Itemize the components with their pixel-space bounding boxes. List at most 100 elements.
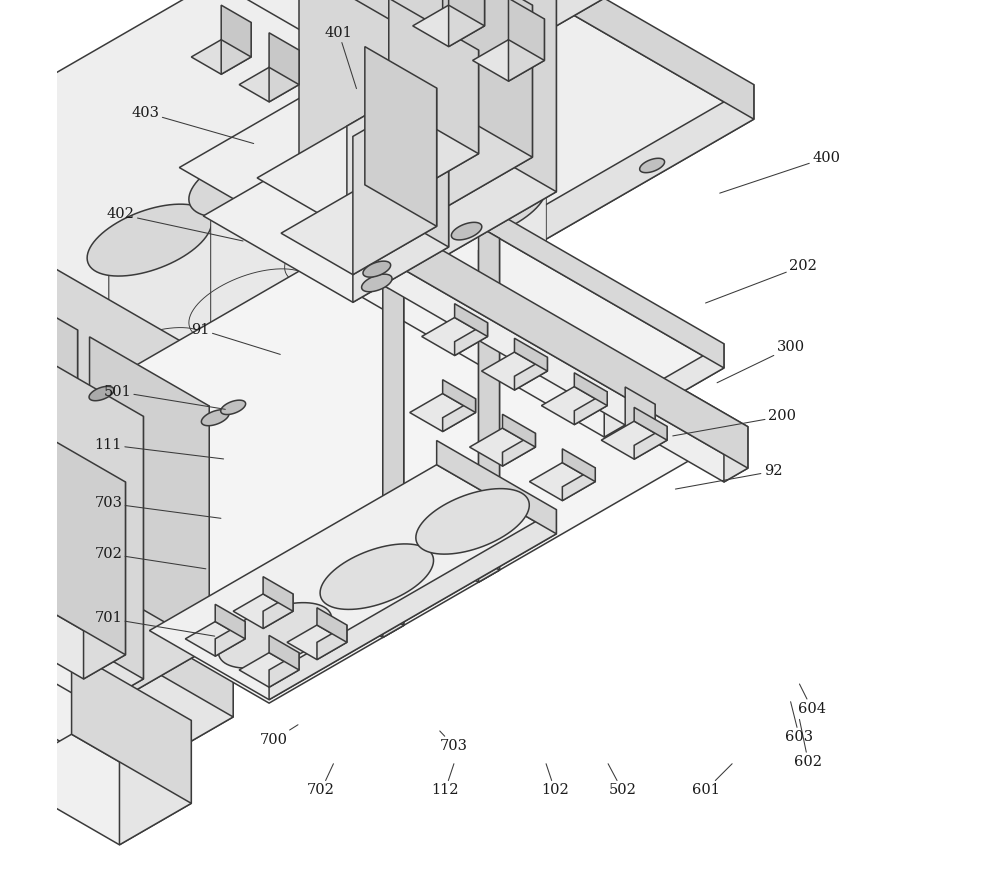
Polygon shape [449,0,485,47]
Polygon shape [365,0,754,120]
Polygon shape [365,260,748,482]
Polygon shape [281,185,437,275]
Polygon shape [640,159,665,173]
Polygon shape [6,579,209,696]
Polygon shape [502,433,535,466]
Polygon shape [410,393,476,431]
Text: 200: 200 [673,409,796,436]
Polygon shape [479,238,500,582]
Polygon shape [191,40,251,74]
Polygon shape [437,440,556,533]
Polygon shape [0,47,18,144]
Polygon shape [387,165,426,187]
Polygon shape [514,357,547,390]
Polygon shape [263,594,293,628]
Text: 602: 602 [794,719,822,769]
Polygon shape [502,415,535,447]
Polygon shape [0,33,18,144]
Polygon shape [89,386,114,400]
Polygon shape [422,494,547,566]
Polygon shape [389,5,532,240]
Polygon shape [215,622,245,657]
Polygon shape [508,0,544,60]
Polygon shape [458,558,500,582]
Polygon shape [473,40,544,82]
Polygon shape [189,470,313,542]
Polygon shape [305,191,724,433]
Polygon shape [514,338,547,371]
Polygon shape [562,449,595,482]
Polygon shape [125,406,209,696]
Polygon shape [109,217,212,601]
Polygon shape [601,421,667,459]
Text: 401: 401 [325,26,356,89]
Polygon shape [285,90,409,162]
Polygon shape [508,19,544,82]
Polygon shape [0,361,6,586]
Polygon shape [0,413,6,610]
Polygon shape [389,0,479,154]
Polygon shape [72,651,191,804]
Polygon shape [233,594,293,628]
Polygon shape [0,562,233,779]
Polygon shape [445,183,547,566]
Polygon shape [425,171,724,368]
Polygon shape [0,603,125,679]
Polygon shape [87,204,212,276]
Polygon shape [239,67,299,102]
Polygon shape [84,482,125,679]
Polygon shape [604,344,724,437]
Polygon shape [201,409,229,425]
Polygon shape [287,625,347,659]
Polygon shape [349,237,451,622]
Polygon shape [320,544,434,610]
Polygon shape [353,88,437,275]
Polygon shape [239,653,299,688]
Polygon shape [347,50,479,229]
Text: 703: 703 [440,731,468,753]
Polygon shape [125,371,233,779]
Polygon shape [443,399,476,431]
Polygon shape [269,509,556,700]
Polygon shape [347,0,556,191]
Polygon shape [416,489,529,554]
Polygon shape [425,0,634,102]
Polygon shape [269,50,299,102]
Polygon shape [185,85,754,447]
Text: 700: 700 [260,725,298,747]
Polygon shape [451,222,482,240]
Polygon shape [0,509,78,620]
Text: 604: 604 [798,684,826,716]
Text: 402: 402 [107,207,243,241]
Polygon shape [449,0,485,26]
Polygon shape [422,169,547,242]
Polygon shape [0,268,78,571]
Polygon shape [562,468,595,501]
Polygon shape [634,404,655,458]
Text: 501: 501 [103,385,225,409]
Polygon shape [317,625,347,659]
Polygon shape [422,317,488,355]
Polygon shape [269,635,299,670]
Polygon shape [285,415,409,486]
Polygon shape [529,462,595,501]
Text: 703: 703 [94,496,221,518]
Polygon shape [0,330,78,620]
Text: 702: 702 [94,547,206,569]
Polygon shape [327,225,451,297]
Polygon shape [96,416,143,707]
Polygon shape [269,653,299,688]
Polygon shape [0,734,191,845]
Polygon shape [383,282,404,626]
Polygon shape [634,408,667,440]
Text: 603: 603 [785,702,814,744]
Polygon shape [299,0,449,247]
Text: 102: 102 [541,764,569,797]
Polygon shape [90,337,209,648]
Polygon shape [389,220,748,468]
Polygon shape [317,608,347,642]
Polygon shape [353,53,449,302]
Polygon shape [0,216,233,717]
Polygon shape [365,47,437,226]
Polygon shape [105,727,122,737]
